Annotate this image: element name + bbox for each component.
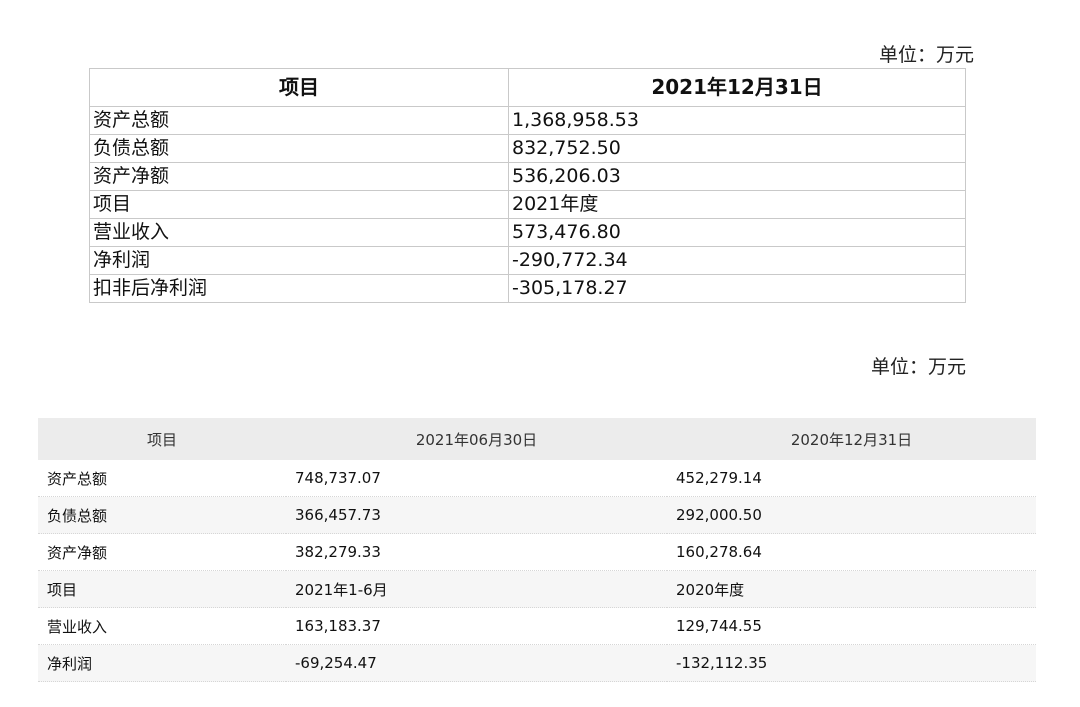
- row-value: 2021年度: [508, 190, 966, 219]
- table-row: 资产净额 536,206.03: [89, 162, 966, 191]
- row-value: -132,112.35: [667, 644, 1036, 682]
- table-row: 资产总额 1,368,958.53: [89, 106, 966, 135]
- row-value: 536,206.03: [508, 162, 966, 191]
- table-row: 资产总额 748,737.07 452,279.14: [38, 460, 1036, 497]
- row-value: 160,278.64: [667, 533, 1036, 571]
- row-value: 832,752.50: [508, 134, 966, 163]
- column-header: 2021年12月31日: [508, 68, 966, 107]
- unit-label-top: 单位：万元: [878, 44, 974, 66]
- row-label: 资产总额: [38, 460, 286, 497]
- row-label: 营业收入: [38, 607, 286, 645]
- table-header-row: 项目 2021年06月30日 2020年12月31日: [38, 418, 1036, 460]
- row-label: 项目: [89, 190, 509, 219]
- table-row: 净利润 -290,772.34: [89, 246, 966, 275]
- row-label: 扣非后净利润: [89, 274, 509, 303]
- row-value: 382,279.33: [286, 533, 667, 571]
- row-value: 748,737.07: [286, 460, 667, 497]
- table-row: 负债总额 366,457.73 292,000.50: [38, 496, 1036, 534]
- financial-table-2020-2021: 项目 2021年06月30日 2020年12月31日 资产总额 748,737.0…: [38, 418, 1036, 682]
- row-label: 营业收入: [89, 218, 509, 247]
- column-header: 项目: [38, 418, 286, 460]
- table-row: 负债总额 832,752.50: [89, 134, 966, 163]
- row-label: 项目: [38, 570, 286, 608]
- table-row: 扣非后净利润 -305,178.27: [89, 274, 966, 303]
- table-row: 资产净额 382,279.33 160,278.64: [38, 533, 1036, 571]
- column-header: 2020年12月31日: [667, 418, 1036, 460]
- table-row: 项目 2021年1-6月 2020年度: [38, 570, 1036, 608]
- row-label: 负债总额: [38, 496, 286, 534]
- row-value: 2020年度: [667, 570, 1036, 608]
- table-row: 营业收入 163,183.37 129,744.55: [38, 607, 1036, 645]
- row-value: 2021年1-6月: [286, 570, 667, 608]
- row-value: 163,183.37: [286, 607, 667, 645]
- row-label: 资产净额: [89, 162, 509, 191]
- column-header: 项目: [89, 68, 509, 107]
- row-label: 净利润: [38, 644, 286, 682]
- row-value: 292,000.50: [667, 496, 1036, 534]
- row-value: 129,744.55: [667, 607, 1036, 645]
- row-value: -290,772.34: [508, 246, 966, 275]
- row-label: 净利润: [89, 246, 509, 275]
- table-header-row: 项目 2021年12月31日: [89, 68, 966, 107]
- row-value: -69,254.47: [286, 644, 667, 682]
- row-label: 资产总额: [89, 106, 509, 135]
- table-row: 净利润 -69,254.47 -132,112.35: [38, 644, 1036, 682]
- row-label: 负债总额: [89, 134, 509, 163]
- table-row: 营业收入 573,476.80: [89, 218, 966, 247]
- row-value: 573,476.80: [508, 218, 966, 247]
- unit-label-bottom: 单位：万元: [870, 356, 966, 378]
- column-header: 2021年06月30日: [286, 418, 667, 460]
- row-label: 资产净额: [38, 533, 286, 571]
- row-value: 1,368,958.53: [508, 106, 966, 135]
- row-value: 452,279.14: [667, 460, 1036, 497]
- row-value: -305,178.27: [508, 274, 966, 303]
- financial-table-2021: 项目 2021年12月31日 资产总额 1,368,958.53 负债总额 832,…: [89, 68, 966, 303]
- table-row: 项目 2021年度: [89, 190, 966, 219]
- row-value: 366,457.73: [286, 496, 667, 534]
